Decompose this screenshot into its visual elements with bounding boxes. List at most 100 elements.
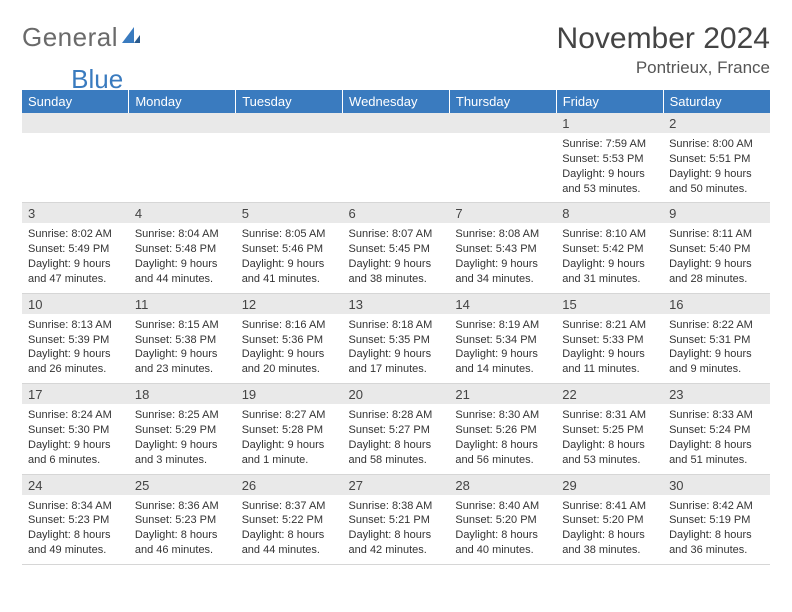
day-content: Sunrise: 8:37 AMSunset: 5:22 PMDaylight:…: [236, 495, 343, 564]
daylight-text: Daylight: 8 hours and 49 minutes.: [28, 528, 123, 558]
sunrise-text: Sunrise: 8:33 AM: [669, 408, 764, 423]
sunset-text: Sunset: 5:51 PM: [669, 152, 764, 167]
day-header: Friday: [556, 90, 663, 113]
calendar-cell: [449, 113, 556, 203]
daylight-text: Daylight: 9 hours and 1 minute.: [242, 438, 337, 468]
calendar-cell: 3Sunrise: 8:02 AMSunset: 5:49 PMDaylight…: [22, 203, 129, 293]
day-content: Sunrise: 8:10 AMSunset: 5:42 PMDaylight:…: [556, 223, 663, 292]
day-content: Sunrise: 8:18 AMSunset: 5:35 PMDaylight:…: [343, 314, 450, 383]
calendar-cell: 6Sunrise: 8:07 AMSunset: 5:45 PMDaylight…: [343, 203, 450, 293]
day-number: 6: [343, 203, 450, 223]
logo-sail-icon: [120, 25, 142, 47]
daylight-text: Daylight: 8 hours and 38 minutes.: [562, 528, 657, 558]
daylight-text: Daylight: 9 hours and 23 minutes.: [135, 347, 230, 377]
day-number: [22, 113, 129, 133]
sunrise-text: Sunrise: 8:40 AM: [455, 499, 550, 514]
day-number: [129, 113, 236, 133]
logo-text-general: General: [22, 22, 118, 53]
sunrise-text: Sunrise: 8:24 AM: [28, 408, 123, 423]
day-number: 21: [449, 384, 556, 404]
daylight-text: Daylight: 9 hours and 14 minutes.: [455, 347, 550, 377]
daylight-text: Daylight: 9 hours and 44 minutes.: [135, 257, 230, 287]
calendar-cell: 24Sunrise: 8:34 AMSunset: 5:23 PMDayligh…: [22, 474, 129, 564]
calendar-cell: 8Sunrise: 8:10 AMSunset: 5:42 PMDaylight…: [556, 203, 663, 293]
calendar-cell: 22 Sunrise: 8:31 AMSunset: 5:25 PMDayligh…: [556, 384, 663, 474]
day-content: [236, 133, 343, 195]
sunset-text: Sunset: 5:35 PM: [349, 333, 444, 348]
day-number: 10: [22, 294, 129, 314]
sunrise-text: Sunrise: 8:38 AM: [349, 499, 444, 514]
daylight-text: Daylight: 9 hours and 34 minutes.: [455, 257, 550, 287]
sunset-text: Sunset: 5:24 PM: [669, 423, 764, 438]
daylight-text: Daylight: 9 hours and 3 minutes.: [135, 438, 230, 468]
daylight-text: Daylight: 9 hours and 17 minutes.: [349, 347, 444, 377]
day-number: 14: [449, 294, 556, 314]
sunrise-text: Sunrise: 8:30 AM: [455, 408, 550, 423]
day-number: 29: [556, 475, 663, 495]
calendar-week: 3Sunrise: 8:02 AMSunset: 5:49 PMDaylight…: [22, 203, 770, 293]
day-content: Sunrise: 8:15 AMSunset: 5:38 PMDaylight:…: [129, 314, 236, 383]
day-content: Sunrise: 8:11 AMSunset: 5:40 PMDaylight:…: [663, 223, 770, 292]
sunset-text: Sunset: 5:25 PM: [562, 423, 657, 438]
calendar-cell: 28Sunrise: 8:40 AMSunset: 5:20 PMDayligh…: [449, 474, 556, 564]
calendar-body: 1Sunrise: 7:59 AMSunset: 5:53 PMDaylight…: [22, 113, 770, 564]
day-content: Sunrise: 8:38 AMSunset: 5:21 PMDaylight:…: [343, 495, 450, 564]
day-number: 15: [556, 294, 663, 314]
day-number: 24: [22, 475, 129, 495]
day-number: 20: [343, 384, 450, 404]
day-number: 19: [236, 384, 343, 404]
day-content: [343, 133, 450, 195]
calendar-cell: [129, 113, 236, 203]
day-number: 5: [236, 203, 343, 223]
day-number: 28: [449, 475, 556, 495]
day-content: Sunrise: 8:30 AMSunset: 5:26 PMDaylight:…: [449, 404, 556, 473]
day-content: Sunrise: 8:41 AMSunset: 5:20 PMDaylight:…: [556, 495, 663, 564]
sunrise-text: Sunrise: 8:34 AM: [28, 499, 123, 514]
day-content: Sunrise: 8:13 AMSunset: 5:39 PMDaylight:…: [22, 314, 129, 383]
sunrise-text: Sunrise: 8:21 AM: [562, 318, 657, 333]
calendar-cell: 5Sunrise: 8:05 AMSunset: 5:46 PMDaylight…: [236, 203, 343, 293]
calendar-week: 17Sunrise: 8:24 AMSunset: 5:30 PMDayligh…: [22, 384, 770, 474]
calendar-cell: 15Sunrise: 8:21 AMSunset: 5:33 PMDayligh…: [556, 293, 663, 383]
daylight-text: Daylight: 9 hours and 6 minutes.: [28, 438, 123, 468]
calendar-cell: 1Sunrise: 7:59 AMSunset: 5:53 PMDaylight…: [556, 113, 663, 203]
day-content: Sunrise: 8:07 AMSunset: 5:45 PMDaylight:…: [343, 223, 450, 292]
sunrise-text: Sunrise: 8:18 AM: [349, 318, 444, 333]
day-header: Monday: [129, 90, 236, 113]
day-number: 12: [236, 294, 343, 314]
calendar-cell: 27Sunrise: 8:38 AMSunset: 5:21 PMDayligh…: [343, 474, 450, 564]
logo-text-blue: Blue: [71, 64, 123, 94]
day-number: [343, 113, 450, 133]
calendar-cell: 30Sunrise: 8:42 AMSunset: 5:19 PMDayligh…: [663, 474, 770, 564]
calendar-cell: 26Sunrise: 8:37 AMSunset: 5:22 PMDayligh…: [236, 474, 343, 564]
daylight-text: Daylight: 8 hours and 53 minutes.: [562, 438, 657, 468]
sunrise-text: Sunrise: 8:28 AM: [349, 408, 444, 423]
day-content: Sunrise: 8:25 AMSunset: 5:29 PMDaylight:…: [129, 404, 236, 473]
calendar-table: SundayMondayTuesdayWednesdayThursdayFrid…: [22, 90, 770, 565]
sunset-text: Sunset: 5:45 PM: [349, 242, 444, 257]
day-content: Sunrise: 8:34 AMSunset: 5:23 PMDaylight:…: [22, 495, 129, 564]
sunrise-text: Sunrise: 8:22 AM: [669, 318, 764, 333]
day-header: Wednesday: [343, 90, 450, 113]
daylight-text: Daylight: 8 hours and 56 minutes.: [455, 438, 550, 468]
calendar-cell: 10Sunrise: 8:13 AMSunset: 5:39 PMDayligh…: [22, 293, 129, 383]
day-content: Sunrise: 8:33 AMSunset: 5:24 PMDaylight:…: [663, 404, 770, 473]
sunset-text: Sunset: 5:20 PM: [455, 513, 550, 528]
day-number: 23: [663, 384, 770, 404]
daylight-text: Daylight: 8 hours and 44 minutes.: [242, 528, 337, 558]
day-number: 27: [343, 475, 450, 495]
day-number: 22: [556, 384, 663, 404]
sunset-text: Sunset: 5:23 PM: [28, 513, 123, 528]
sunset-text: Sunset: 5:21 PM: [349, 513, 444, 528]
month-title: November 2024: [557, 22, 770, 56]
sunrise-text: Sunrise: 8:31 AM: [562, 408, 657, 423]
calendar-cell: [343, 113, 450, 203]
day-content: Sunrise: 8:22 AMSunset: 5:31 PMDaylight:…: [663, 314, 770, 383]
day-content: Sunrise: 8:27 AMSunset: 5:28 PMDaylight:…: [236, 404, 343, 473]
sunrise-text: Sunrise: 8:36 AM: [135, 499, 230, 514]
daylight-text: Daylight: 9 hours and 9 minutes.: [669, 347, 764, 377]
day-content: Sunrise: 8:40 AMSunset: 5:20 PMDaylight:…: [449, 495, 556, 564]
sunrise-text: Sunrise: 8:02 AM: [28, 227, 123, 242]
calendar-head: SundayMondayTuesdayWednesdayThursdayFrid…: [22, 90, 770, 113]
day-number: 4: [129, 203, 236, 223]
